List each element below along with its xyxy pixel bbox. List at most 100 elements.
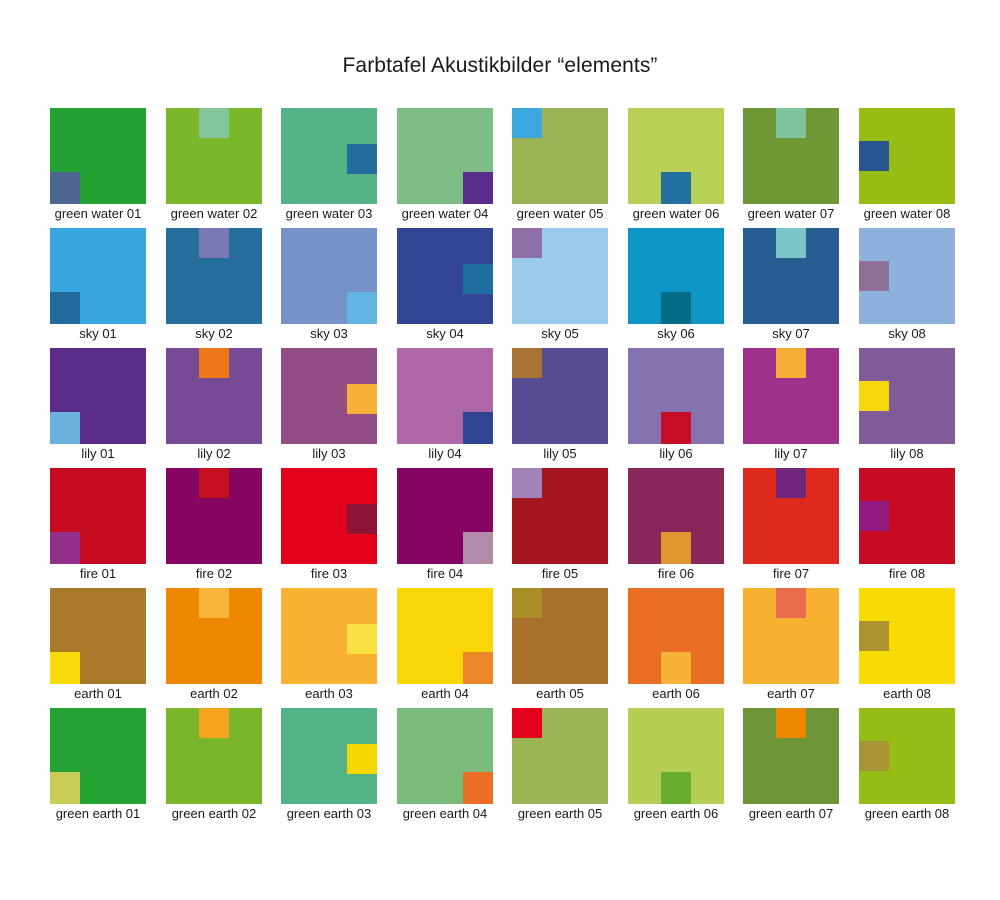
color-tile: green earth 06	[628, 708, 724, 821]
color-swatch	[743, 348, 839, 444]
tile-label: earth 02	[190, 686, 238, 701]
accent-square	[776, 108, 806, 138]
tile-label: green earth 01	[55, 806, 141, 821]
color-tile: lily 04	[397, 348, 493, 461]
tile-label: green earth 05	[517, 806, 603, 821]
color-tile: lily 05	[512, 348, 608, 461]
tile-label: earth 04	[421, 686, 469, 701]
color-tile: green earth 01	[50, 708, 146, 821]
color-swatch	[281, 108, 377, 204]
color-swatch	[397, 708, 493, 804]
accent-square	[199, 708, 229, 738]
color-tile: sky 06	[628, 228, 724, 341]
accent-square	[199, 468, 229, 498]
color-swatch	[628, 348, 724, 444]
accent-square	[50, 172, 80, 204]
color-swatch	[281, 348, 377, 444]
accent-square	[776, 588, 806, 618]
tile-label: green water 04	[401, 206, 489, 221]
tile-label: green water 06	[632, 206, 720, 221]
accent-square	[463, 652, 493, 684]
accent-square	[512, 708, 542, 738]
color-tile: green water 04	[397, 108, 493, 221]
color-tile: earth 03	[281, 588, 377, 701]
tile-label: green water 03	[285, 206, 373, 221]
color-tile: green earth 05	[512, 708, 608, 821]
color-swatch	[166, 708, 262, 804]
color-tile: fire 08	[859, 468, 955, 581]
tile-label: fire 06	[657, 566, 695, 581]
tile-label: fire 08	[888, 566, 926, 581]
color-tile: green water 08	[859, 108, 955, 221]
accent-square	[50, 772, 80, 804]
accent-square	[199, 588, 229, 618]
tile-label: sky 08	[888, 326, 926, 341]
tile-label: earth 05	[536, 686, 584, 701]
color-swatch	[512, 348, 608, 444]
color-swatch	[628, 708, 724, 804]
accent-square	[776, 708, 806, 738]
color-tile: sky 05	[512, 228, 608, 341]
color-tile: sky 07	[743, 228, 839, 341]
color-tile: sky 04	[397, 228, 493, 341]
color-swatch	[281, 588, 377, 684]
tile-label: fire 01	[79, 566, 117, 581]
tile-label: fire 07	[772, 566, 810, 581]
color-swatch	[743, 468, 839, 564]
tile-label: earth 06	[652, 686, 700, 701]
color-swatch	[743, 108, 839, 204]
tile-label: lily 06	[659, 446, 693, 461]
color-swatch	[512, 108, 608, 204]
tile-label: green earth 06	[633, 806, 719, 821]
color-swatch	[628, 588, 724, 684]
accent-square	[661, 172, 691, 204]
page-title: Farbtafel Akustikbilder “elements”	[342, 54, 658, 77]
color-swatch	[50, 588, 146, 684]
tile-label: sky 06	[657, 326, 695, 341]
color-swatch	[859, 348, 955, 444]
tile-label: sky 02	[195, 326, 233, 341]
color-tile: earth 01	[50, 588, 146, 701]
color-tile: lily 08	[859, 348, 955, 461]
tile-label: earth 08	[883, 686, 931, 701]
accent-square	[347, 504, 377, 534]
color-tile: green earth 03	[281, 708, 377, 821]
tile-label: green earth 03	[286, 806, 372, 821]
color-swatch	[397, 108, 493, 204]
color-swatch	[166, 228, 262, 324]
accent-square	[859, 621, 889, 651]
color-tile: fire 01	[50, 468, 146, 581]
tile-label: lily 08	[890, 446, 924, 461]
accent-square	[661, 292, 691, 324]
color-tile: fire 04	[397, 468, 493, 581]
color-swatch	[512, 708, 608, 804]
color-swatch	[166, 348, 262, 444]
color-tile: sky 08	[859, 228, 955, 341]
color-tile: lily 07	[743, 348, 839, 461]
accent-square	[50, 532, 80, 564]
color-swatch	[743, 588, 839, 684]
tile-label: sky 07	[772, 326, 810, 341]
tile-label: fire 04	[426, 566, 464, 581]
accent-square	[347, 624, 377, 654]
tile-label: green water 08	[863, 206, 951, 221]
color-swatch	[512, 468, 608, 564]
color-swatch	[512, 588, 608, 684]
color-swatch	[859, 708, 955, 804]
tile-label: earth 03	[305, 686, 353, 701]
accent-square	[463, 264, 493, 294]
accent-square	[661, 652, 691, 684]
tile-label: green earth 07	[748, 806, 834, 821]
color-chart-grid: green water 01 green water 02 green water …	[50, 108, 955, 828]
color-swatch	[859, 588, 955, 684]
color-tile: green water 07	[743, 108, 839, 221]
color-swatch	[397, 468, 493, 564]
accent-square	[50, 652, 80, 684]
color-tile: fire 07	[743, 468, 839, 581]
accent-square	[512, 228, 542, 258]
accent-square	[50, 292, 80, 324]
color-tile: green water 06	[628, 108, 724, 221]
color-tile: earth 07	[743, 588, 839, 701]
color-tile: earth 06	[628, 588, 724, 701]
color-tile: fire 03	[281, 468, 377, 581]
